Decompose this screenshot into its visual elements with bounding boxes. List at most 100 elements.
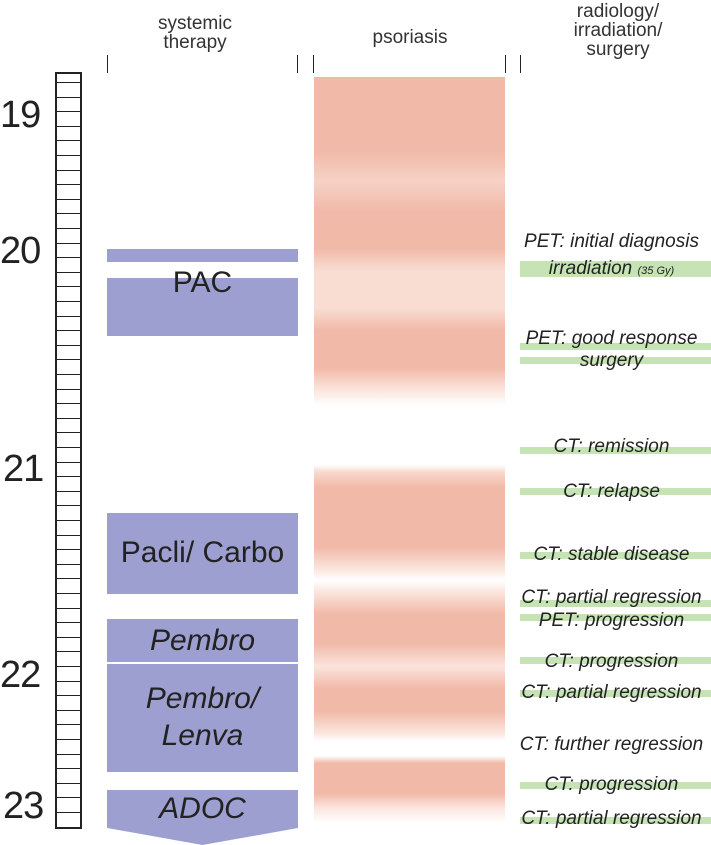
therapy-block-pac <box>107 278 298 336</box>
axis-tick <box>57 651 81 652</box>
axis-tick <box>57 739 81 740</box>
axis-tick <box>57 184 81 185</box>
axis-tick <box>57 199 81 200</box>
event-ct-partial-regression-1: CT: partial regression <box>521 587 702 608</box>
year-label-23: 23 <box>3 785 44 827</box>
axis-tick <box>57 593 81 594</box>
event-bar-pet-good-response <box>520 343 711 350</box>
therapy-block-pacli-carbo <box>107 513 298 594</box>
axis-tick <box>57 695 81 696</box>
event-ct-remission: CT: remission <box>553 436 670 457</box>
event-ct-further-regression: CT: further regression <box>519 734 704 755</box>
event-bar-ct-partial-3 <box>520 817 711 824</box>
time-axis-right <box>80 72 82 829</box>
event-bar-ct-stable <box>520 552 711 559</box>
axis-tick <box>57 155 81 156</box>
event-bar-ct-relapse <box>520 488 711 495</box>
axis-tick <box>57 432 81 433</box>
axis-tick <box>57 491 81 492</box>
axis-tick <box>57 213 81 214</box>
header-divider-1 <box>107 55 108 73</box>
axis-tick <box>57 783 81 784</box>
therapy-label-pembro: Pembro <box>149 624 256 657</box>
axis-tick <box>57 228 81 229</box>
event-ct-stable-disease: CT: stable disease <box>533 544 690 565</box>
event-ct-relapse: CT: relapse <box>563 481 660 502</box>
event-ct-partial-regression-3: CT: partial regression <box>521 808 702 829</box>
axis-tick <box>57 535 81 536</box>
axis-tick <box>57 462 81 463</box>
axis-tick <box>57 111 81 112</box>
axis-tick <box>57 257 81 258</box>
event-bar-surgery <box>520 357 711 364</box>
therapy-label-pembro-lenva: Pembro/ Lenva <box>145 682 260 752</box>
axis-tick <box>57 666 81 667</box>
year-label-19: 19 <box>0 94 41 136</box>
event-bar-pet-progression <box>520 614 711 621</box>
axis-tick <box>57 578 81 579</box>
therapy-block-adoc <box>107 790 298 828</box>
axis-tick <box>57 82 81 83</box>
therapy-label-pacli-carbo: Pacli/ Carbo <box>120 536 285 569</box>
event-pet-good-response: PET: good response <box>525 328 698 349</box>
axis-tick <box>57 97 81 98</box>
header-psoriasis: psoriasis <box>372 27 448 48</box>
axis-tick <box>57 768 81 769</box>
therapy-block-pembro <box>107 619 298 662</box>
event-surgery: surgery <box>579 350 644 371</box>
axis-tick <box>57 812 81 813</box>
year-label-22: 22 <box>0 654 41 696</box>
axis-tick <box>57 301 81 302</box>
event-irradiation-dose: (35 Gy) <box>637 265 675 277</box>
event-pet-progression: PET: progression <box>538 610 685 631</box>
axis-tick <box>57 140 81 141</box>
axis-tick <box>57 316 81 317</box>
axis-tick <box>57 754 81 755</box>
axis-tick <box>57 374 81 375</box>
event-irradiation-text: irradiation <box>548 258 633 279</box>
year-label-21: 21 <box>3 448 44 490</box>
axis-tick <box>57 724 81 725</box>
axis-tick <box>57 286 81 287</box>
time-axis-top <box>55 72 82 74</box>
axis-tick <box>57 170 81 171</box>
axis-tick <box>57 330 81 331</box>
axis-tick <box>57 272 81 273</box>
axis-tick <box>57 520 81 521</box>
axis-tick <box>57 564 81 565</box>
event-ct-partial-regression-2: CT: partial regression <box>521 682 702 703</box>
event-bar-ct-partial-2 <box>520 690 711 697</box>
therapy-block-pac-top <box>107 249 298 262</box>
year-label-20: 20 <box>0 230 41 272</box>
event-ct-progression-2: CT: progression <box>544 774 679 795</box>
psoriasis-intensity-column <box>314 77 505 823</box>
axis-tick <box>57 243 81 244</box>
axis-tick <box>57 403 81 404</box>
header-divider-4 <box>505 55 506 73</box>
event-irradiation: irradiation (35 Gy) <box>512 259 711 281</box>
axis-tick <box>57 345 81 346</box>
header-divider-2 <box>297 55 298 73</box>
event-ct-progression-1: CT: progression <box>544 651 679 672</box>
axis-tick <box>57 447 81 448</box>
axis-tick <box>57 797 81 798</box>
event-bar-ct-progression-1 <box>520 657 711 664</box>
header-radiology: radiology/ irradiation/ surgery <box>573 1 663 60</box>
axis-tick <box>57 681 81 682</box>
axis-tick <box>57 476 81 477</box>
event-bar-ct-remission <box>520 447 711 454</box>
axis-tick <box>57 622 81 623</box>
axis-tick <box>57 549 81 550</box>
event-bar-ct-progression-2 <box>520 782 711 789</box>
axis-tick <box>57 359 81 360</box>
header-systemic-therapy: systemic therapy <box>158 13 232 53</box>
therapy-block-pembro-lenva <box>107 664 298 772</box>
axis-tick <box>57 126 81 127</box>
therapy-continuation-arrow <box>107 828 298 845</box>
event-pet-initial-diagnosis: PET: initial diagnosis <box>524 231 699 252</box>
axis-tick <box>57 710 81 711</box>
axis-tick <box>57 637 81 638</box>
axis-tick <box>57 389 81 390</box>
header-divider-5 <box>520 55 521 73</box>
axis-tick <box>57 608 81 609</box>
